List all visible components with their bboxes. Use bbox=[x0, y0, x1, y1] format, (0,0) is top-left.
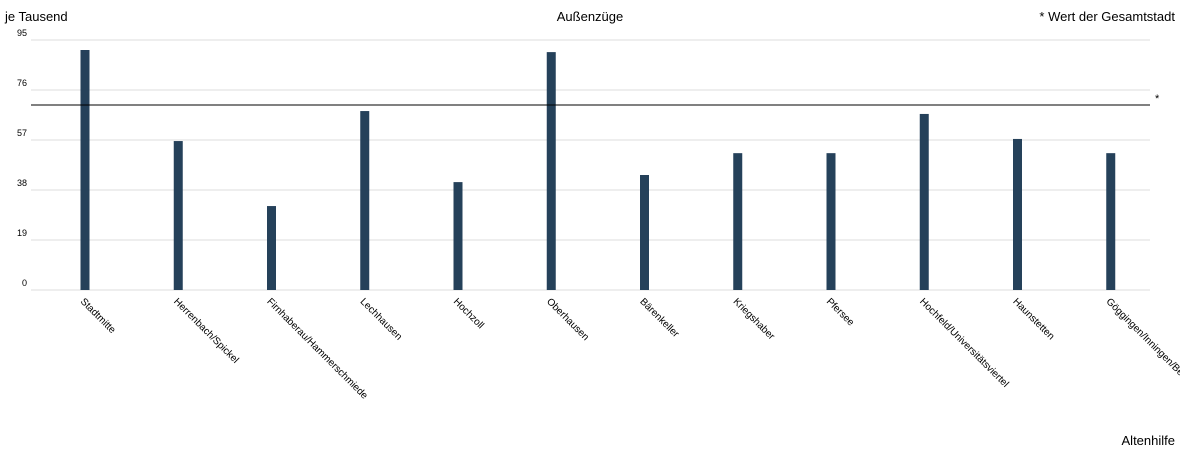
y-tick-label: 76 bbox=[17, 78, 27, 88]
bar bbox=[546, 52, 556, 291]
x-tick-label: Hochzoll bbox=[451, 296, 486, 331]
x-tick-label: Bärenkeller bbox=[637, 296, 681, 340]
bar bbox=[1013, 138, 1022, 290]
bar bbox=[733, 153, 743, 290]
chart-title: Außenzüge bbox=[557, 9, 624, 24]
reference-label: * bbox=[1155, 93, 1160, 105]
bar bbox=[453, 182, 463, 290]
bar bbox=[640, 175, 649, 290]
y-tick-label: 19 bbox=[17, 228, 27, 238]
x-tick-label: Hochfeld/Universitätsviertel bbox=[917, 296, 1010, 389]
y-axis-label: je Tausend bbox=[4, 9, 68, 24]
x-tick-label: Kriegshaber bbox=[731, 296, 777, 342]
x-tick-label: Oberhausen bbox=[544, 296, 591, 343]
y-tick-label: 0 bbox=[22, 278, 27, 288]
x-tick-label: Stadtmitte bbox=[78, 296, 118, 336]
x-tick-label: Firnhaberau/Hammerschmiede bbox=[264, 296, 370, 402]
bar bbox=[826, 153, 836, 290]
bar bbox=[1106, 153, 1116, 290]
y-tick-label: 57 bbox=[17, 128, 27, 138]
bar bbox=[80, 50, 90, 290]
bar bbox=[360, 111, 370, 290]
footer: Altenhilfe bbox=[1122, 433, 1175, 448]
x-tick-label: Lechhausen bbox=[358, 296, 404, 342]
y-tick-label: 95 bbox=[17, 28, 27, 38]
x-tick-label: Haunstetten bbox=[1010, 296, 1056, 342]
bar bbox=[173, 141, 183, 290]
note: * Wert der Gesamtstadt bbox=[1039, 9, 1175, 24]
bar bbox=[267, 206, 276, 290]
x-tick-label: Herrenbach/Spickel bbox=[171, 296, 240, 365]
x-tick-label: Göggingen/Inningen/Bergheim bbox=[1104, 296, 1180, 400]
x-tick-label: Pfersee bbox=[824, 296, 856, 328]
bar bbox=[919, 113, 929, 291]
y-tick-label: 38 bbox=[17, 178, 27, 188]
